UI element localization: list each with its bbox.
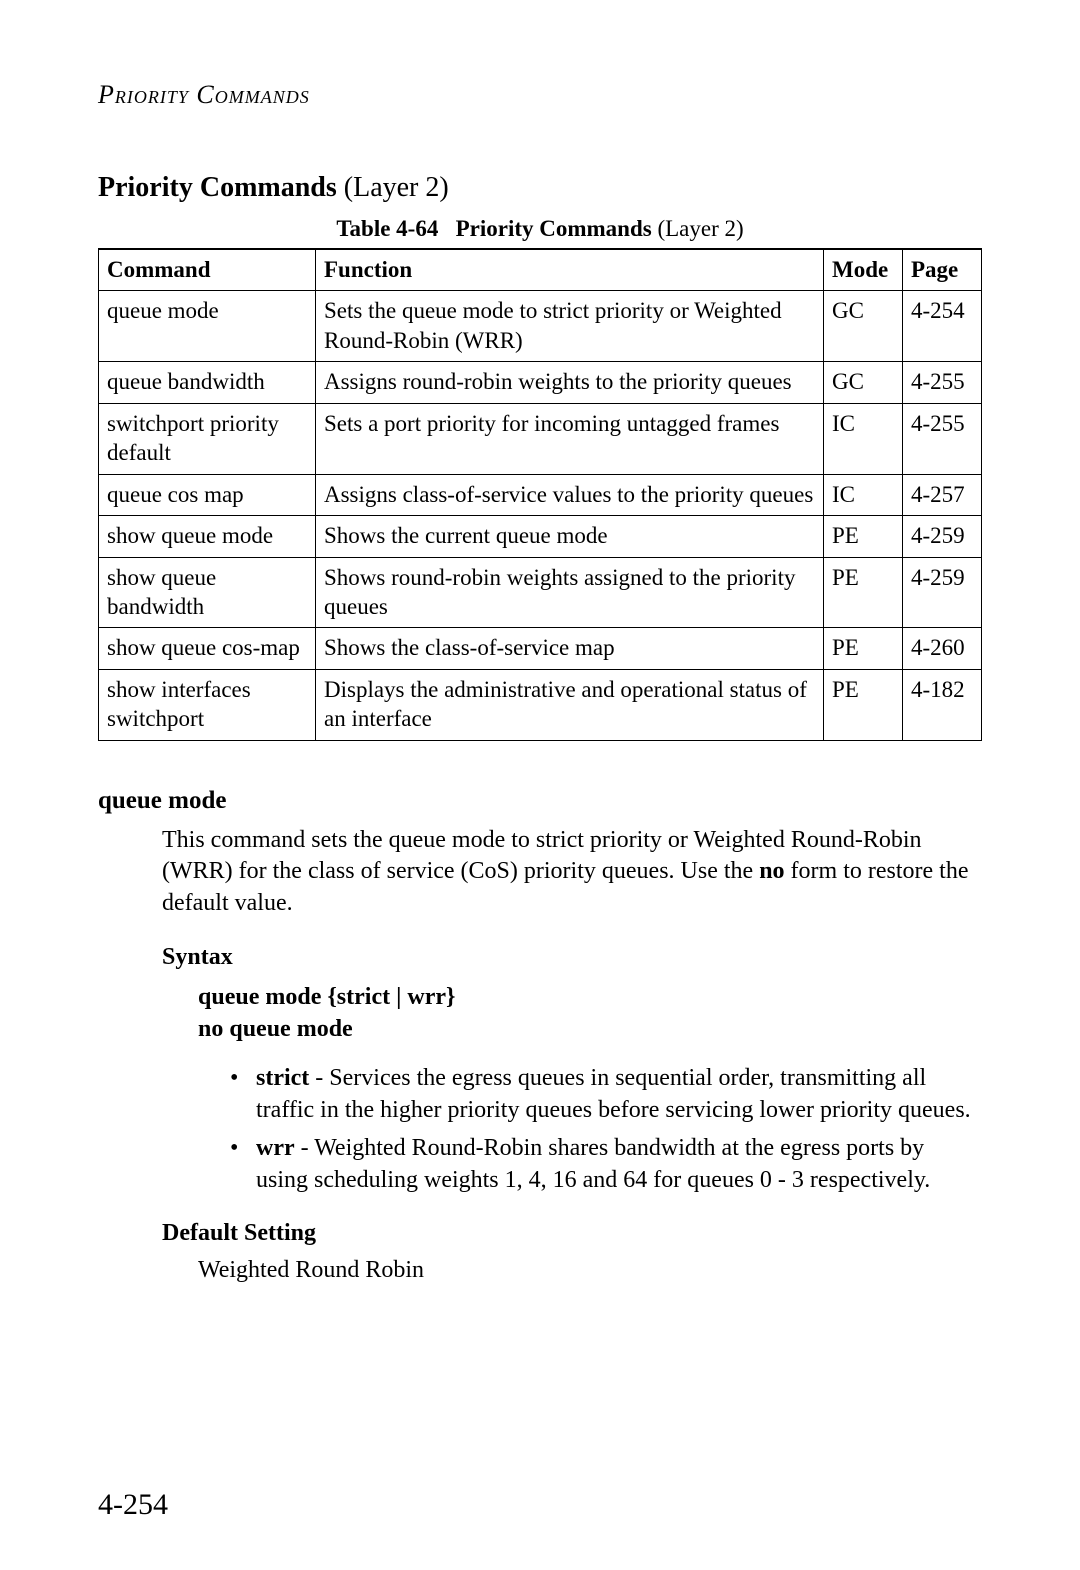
cell-mode: PE xyxy=(824,669,903,740)
cell-page: 4-257 xyxy=(903,474,982,515)
section-title-rest: (Layer 2) xyxy=(337,172,449,203)
cell-mode: IC xyxy=(824,474,903,515)
cell-mode: GC xyxy=(824,362,903,403)
cell-page: 4-255 xyxy=(903,403,982,474)
cell-command: queue cos map xyxy=(99,474,316,515)
cell-page: 4-259 xyxy=(903,516,982,557)
th-page: Page xyxy=(903,249,982,291)
command-description: This command sets the queue mode to stri… xyxy=(162,825,982,920)
cell-function: Shows the class-of-service map xyxy=(316,628,824,669)
cell-function: Displays the administrative and operatio… xyxy=(316,669,824,740)
table-row: show queue bandwidthShows round-robin we… xyxy=(99,557,982,628)
table-row: show queue modeShows the current queue m… xyxy=(99,516,982,557)
cell-command: queue mode xyxy=(99,291,316,362)
cell-page: 4-260 xyxy=(903,628,982,669)
syntax-label: Syntax xyxy=(162,944,982,971)
cell-command: show interfaces switchport xyxy=(99,669,316,740)
page-number: 4-254 xyxy=(98,1488,168,1522)
cell-mode: IC xyxy=(824,403,903,474)
cell-command: queue bandwidth xyxy=(99,362,316,403)
cell-page: 4-259 xyxy=(903,557,982,628)
table-caption-label: Table 4-64 xyxy=(336,216,438,241)
cell-function: Assigns round-robin weights to the prior… xyxy=(316,362,824,403)
commands-table: Command Function Mode Page queue modeSet… xyxy=(98,248,982,741)
parameter-item: wrr - Weighted Round-Robin shares bandwi… xyxy=(230,1133,982,1196)
cell-function: Sets the queue mode to strict priority o… xyxy=(316,291,824,362)
command-name-heading: queue mode xyxy=(98,787,982,815)
parameter-item: strict - Services the egress queues in s… xyxy=(230,1063,982,1126)
table-row: show queue cos-mapShows the class-of-ser… xyxy=(99,628,982,669)
table-row: queue cos mapAssigns class-of-service va… xyxy=(99,474,982,515)
th-command: Command xyxy=(99,249,316,291)
syntax-block: queue mode {strict | wrr} no queue mode xyxy=(198,981,982,1046)
cell-function: Shows round-robin weights assigned to th… xyxy=(316,557,824,628)
table-header-row: Command Function Mode Page xyxy=(99,249,982,291)
table-row: show interfaces switchportDisplays the a… xyxy=(99,669,982,740)
cell-page: 4-255 xyxy=(903,362,982,403)
default-setting-value: Weighted Round Robin xyxy=(198,1257,982,1284)
parameter-term: wrr xyxy=(256,1135,295,1161)
cell-function: Shows the current queue mode xyxy=(316,516,824,557)
default-setting-label: Default Setting xyxy=(162,1220,982,1247)
table-body: queue modeSets the queue mode to strict … xyxy=(99,291,982,740)
cell-command: switchport priority default xyxy=(99,403,316,474)
table-caption: Table 4-64 Priority Commands (Layer 2) xyxy=(98,216,982,242)
parameter-list: strict - Services the egress queues in s… xyxy=(230,1063,982,1196)
table-row: switchport priority defaultSets a port p… xyxy=(99,403,982,474)
syntax-line-1: queue mode {strict | wrr} xyxy=(198,981,982,1013)
desc-bold: no xyxy=(759,858,784,884)
cell-function: Sets a port priority for incoming untagg… xyxy=(316,403,824,474)
cell-page: 4-182 xyxy=(903,669,982,740)
table-row: queue bandwidthAssigns round-robin weigh… xyxy=(99,362,982,403)
table-caption-title: Priority Commands xyxy=(456,216,652,241)
cell-page: 4-254 xyxy=(903,291,982,362)
th-mode: Mode xyxy=(824,249,903,291)
parameter-text: - Weighted Round-Robin shares bandwidth … xyxy=(256,1135,930,1193)
table-row: queue modeSets the queue mode to strict … xyxy=(99,291,982,362)
parameter-term: strict xyxy=(256,1065,309,1091)
section-title: Priority Commands (Layer 2) xyxy=(98,172,982,204)
cell-command: show queue mode xyxy=(99,516,316,557)
running-head: Priority Commands xyxy=(98,80,982,110)
cell-mode: PE xyxy=(824,557,903,628)
th-function: Function xyxy=(316,249,824,291)
cell-mode: PE xyxy=(824,628,903,669)
cell-command: show queue cos-map xyxy=(99,628,316,669)
cell-command: show queue bandwidth xyxy=(99,557,316,628)
syntax-line-2: no queue mode xyxy=(198,1013,982,1045)
section-title-bold: Priority Commands xyxy=(98,172,337,203)
parameter-text: - Services the egress queues in sequenti… xyxy=(256,1065,971,1123)
cell-mode: PE xyxy=(824,516,903,557)
cell-function: Assigns class-of-service values to the p… xyxy=(316,474,824,515)
cell-mode: GC xyxy=(824,291,903,362)
table-caption-rest: (Layer 2) xyxy=(652,216,744,241)
